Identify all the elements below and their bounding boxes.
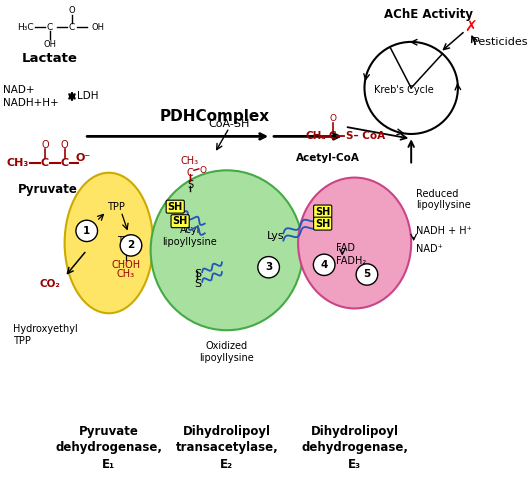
Text: Acyl
lipoyllysine: Acyl lipoyllysine	[163, 225, 218, 246]
Ellipse shape	[151, 170, 303, 330]
Text: C: C	[61, 158, 69, 168]
Text: Lys: Lys	[267, 231, 285, 241]
Text: S: S	[194, 270, 201, 279]
Text: NADH+H+: NADH+H+	[3, 99, 59, 108]
Text: FAD: FAD	[336, 243, 355, 253]
Text: O: O	[41, 139, 49, 150]
Text: CHOH: CHOH	[112, 260, 140, 270]
Circle shape	[76, 220, 97, 242]
Text: NAD+: NAD+	[3, 86, 35, 95]
Ellipse shape	[64, 173, 153, 313]
Text: LDH: LDH	[77, 91, 98, 101]
Text: 2: 2	[127, 241, 135, 250]
Text: O: O	[200, 166, 207, 175]
Text: CH₃: CH₃	[117, 270, 135, 279]
Text: Kreb's Cycle: Kreb's Cycle	[374, 86, 434, 95]
Text: Reduced
lipoyllysine: Reduced lipoyllysine	[416, 189, 471, 210]
Circle shape	[120, 235, 142, 256]
Text: O⁻: O⁻	[75, 153, 90, 163]
Text: SH: SH	[315, 219, 330, 228]
Text: 5: 5	[363, 270, 371, 279]
Text: O: O	[329, 114, 336, 123]
Text: Acetyl-CoA: Acetyl-CoA	[296, 153, 360, 163]
Text: CoA-SH: CoA-SH	[209, 119, 250, 129]
Circle shape	[313, 254, 335, 276]
Text: Lactate: Lactate	[22, 52, 78, 65]
Circle shape	[258, 257, 279, 278]
Text: CH₃: CH₃	[181, 156, 199, 166]
Text: NAD⁺: NAD⁺	[416, 244, 443, 254]
Text: Hydroxyethyl
TPP: Hydroxyethyl TPP	[13, 324, 78, 346]
Text: AChE Activity: AChE Activity	[384, 8, 473, 21]
Text: NADH + H⁺: NADH + H⁺	[416, 226, 472, 236]
Text: CH₃: CH₃	[305, 131, 327, 141]
Text: Dihydrolipoyl
transacetylase,
E₂: Dihydrolipoyl transacetylase, E₂	[176, 425, 278, 471]
Text: C: C	[187, 168, 193, 178]
Text: 3: 3	[265, 262, 272, 272]
Text: ✗: ✗	[464, 20, 477, 35]
Text: C: C	[47, 23, 53, 32]
Text: 1: 1	[83, 226, 90, 236]
Text: C: C	[329, 131, 336, 141]
Ellipse shape	[298, 177, 411, 309]
Text: Pyruvate: Pyruvate	[18, 183, 77, 196]
Text: O: O	[61, 139, 69, 150]
Text: Dihydrolipoyl
dehydrogenase,
E₃: Dihydrolipoyl dehydrogenase, E₃	[301, 425, 408, 471]
Circle shape	[356, 264, 378, 285]
Text: TPP: TPP	[107, 202, 125, 212]
Text: C: C	[41, 158, 49, 168]
Text: S– CoA: S– CoA	[346, 131, 385, 141]
Text: C: C	[69, 23, 75, 32]
Text: TPP: TPP	[117, 236, 135, 245]
Text: FADH₂: FADH₂	[336, 256, 366, 266]
Text: O: O	[69, 6, 76, 15]
Text: H₃C: H₃C	[17, 23, 34, 32]
Text: Oxidized
lipoyllysine: Oxidized lipoyllysine	[200, 341, 254, 363]
Text: PDHComplex: PDHComplex	[160, 109, 270, 124]
Text: 4: 4	[320, 260, 328, 270]
Text: OH: OH	[43, 40, 56, 49]
Text: SH: SH	[168, 202, 183, 212]
Text: OH: OH	[92, 23, 105, 32]
Text: CH₃: CH₃	[7, 158, 29, 168]
Text: SH: SH	[172, 216, 188, 226]
Text: Pesticides: Pesticides	[472, 37, 528, 47]
Text: CO₂: CO₂	[39, 279, 60, 289]
Text: S: S	[194, 279, 201, 289]
Text: SH: SH	[315, 207, 330, 216]
Text: S: S	[187, 180, 193, 190]
Text: Pyruvate
dehydrogenase,
E₁: Pyruvate dehydrogenase, E₁	[55, 425, 162, 471]
